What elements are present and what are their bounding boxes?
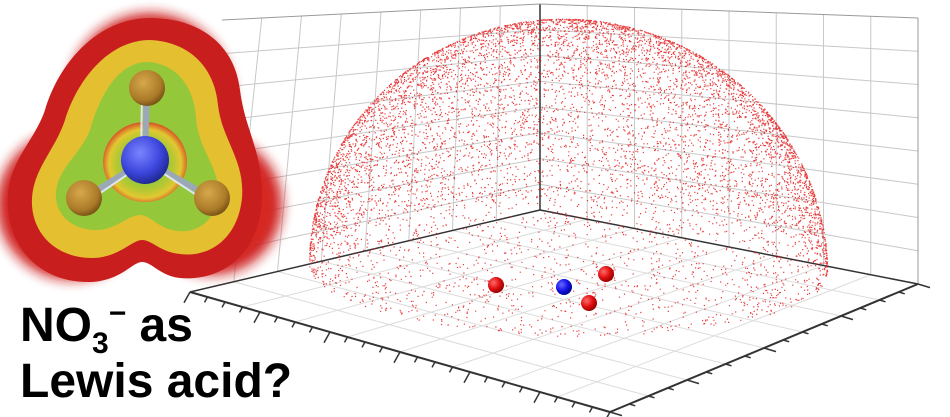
esp-oxygen-atom [194, 180, 230, 216]
tick-mark [686, 379, 700, 385]
tick-mark [431, 361, 436, 368]
tick-mark [448, 366, 454, 373]
grid-line [539, 80, 919, 119]
tick-mark [821, 323, 828, 327]
tick-mark [501, 381, 506, 388]
tick-mark [840, 315, 854, 321]
grid-line [496, 219, 880, 301]
tick-mark [588, 406, 594, 413]
esp-nitrogen-atom [121, 136, 169, 184]
box-edge [539, 209, 919, 285]
tick-mark [221, 301, 226, 308]
esp-oxygen-atom [129, 70, 165, 106]
tick-mark [238, 306, 244, 313]
box-edge [539, 3, 919, 19]
tick-mark [725, 363, 732, 367]
tick-mark [609, 411, 623, 417]
tick-mark [898, 291, 905, 295]
caption-formula-suffix: as [126, 299, 193, 352]
tick-mark [253, 311, 261, 324]
tick-mark [648, 395, 655, 399]
caption-line-2: Lewis acid? [20, 355, 293, 408]
tick-mark [291, 321, 296, 328]
plot-box [183, 3, 931, 417]
tick-mark [860, 307, 867, 311]
tick-mark [606, 411, 611, 417]
tick-mark [361, 341, 366, 348]
oxygen-atom [581, 295, 597, 311]
tick-mark [802, 331, 809, 335]
nitrate-atoms [488, 266, 614, 311]
grid-line [399, 246, 730, 353]
grid-line [557, 274, 871, 398]
tick-mark [706, 371, 713, 375]
caption-subscript: 3 [92, 327, 109, 360]
tick-mark [553, 396, 559, 403]
caption-formula-prefix: NO [20, 299, 92, 352]
caption-superscript: − [108, 297, 127, 330]
tick-mark [343, 336, 349, 343]
tick-mark [463, 371, 471, 384]
tick-mark [667, 387, 674, 391]
tick-mark [183, 291, 191, 304]
oxygen-atom [598, 266, 614, 282]
tick-mark [879, 299, 886, 303]
grid-lines [193, 5, 919, 398]
tick-mark [629, 403, 636, 407]
axis-ticks [183, 283, 931, 417]
tick-mark [763, 347, 777, 353]
oxygen-atom [488, 277, 504, 293]
tick-mark [783, 339, 790, 343]
tick-mark [273, 316, 279, 323]
tick-mark [393, 351, 401, 364]
esp-oxygen-atom [66, 180, 102, 216]
caption-line-1: NO3− as [20, 297, 193, 359]
grid-line [213, 55, 541, 89]
grid-line [452, 7, 461, 231]
box-edge [221, 3, 541, 21]
tick-mark [413, 356, 419, 363]
esp-surface [0, 13, 282, 282]
tick-mark [571, 401, 576, 408]
grid-line [452, 230, 842, 317]
tick-mark [917, 283, 931, 289]
tick-mark [323, 331, 331, 344]
grid-line [504, 265, 824, 383]
tick-mark [744, 355, 751, 359]
tick-mark [203, 296, 209, 303]
box-edge [189, 209, 541, 293]
tick-mark [308, 326, 314, 333]
grid-line [539, 55, 919, 85]
tick-mark [378, 346, 384, 353]
box-edges [189, 3, 919, 413]
tick-mark [483, 376, 489, 383]
nitrogen-atom [556, 279, 572, 295]
tick-mark [518, 386, 524, 393]
tick-mark [533, 391, 541, 404]
